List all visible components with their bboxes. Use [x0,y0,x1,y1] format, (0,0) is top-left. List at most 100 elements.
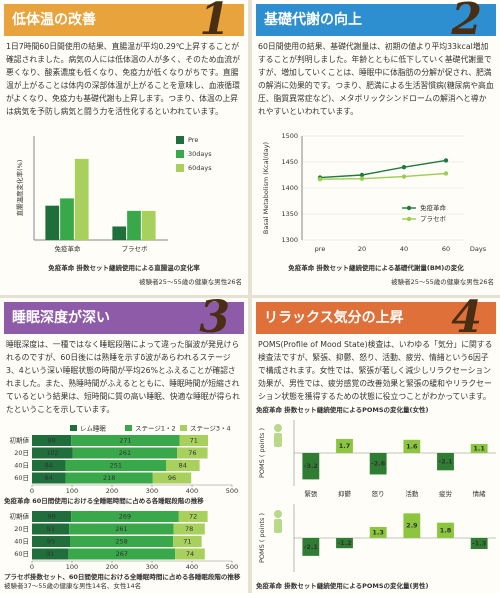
bar [127,210,141,240]
y-tick-label: 初期値 [10,436,30,445]
value-label: 93 [46,525,54,533]
value-label: 251 [110,462,122,470]
x-tick-label: 400 [186,487,198,495]
bar-segment [173,523,205,535]
bar [302,538,320,556]
value-label: 261 [115,525,127,533]
bar-segment [32,472,66,484]
bar-segment [71,511,179,522]
x-tick-label: 0 [30,563,34,571]
bar-segment [32,435,72,446]
value-label: 72 [189,513,197,521]
legend-label: ステージ3・4 [190,425,231,433]
bar-segment [70,536,174,547]
value-label: 269 [119,513,131,521]
chart-note: 被験者25〜55歳の健康な男性26名 [139,277,242,286]
y-tick-label: 1500 [281,132,298,140]
chart-note: 被験者37〜55歳の健康な男性14名、女性14名 [4,581,141,590]
legend-swatch [125,425,132,431]
value-label: -2.1 [438,458,453,466]
panel: 低体温の改善 1 1日7時間60日間使用の結果、直腸温が平均0.29℃上昇するこ… [0,0,248,295]
value-label: 267 [116,550,128,558]
series-line [319,159,447,179]
bar [336,438,353,453]
value-label: 78 [185,525,193,533]
panel: 睡眠深度が深い 3 睡眠深度は、一種ではなく睡眠段階によって違った脳波が発見けら… [0,298,248,593]
x-tick-label: 40 [400,245,408,253]
x-tick-label: 200 [106,563,118,571]
bar-segment [65,472,153,484]
x-tick-label: pre [315,245,326,253]
y-tick-label: 1400 [281,184,298,192]
y-axis-label: 直腸温度変化率(%) [15,160,24,217]
value-label: 258 [115,538,127,546]
x-tick-label: 活動 [405,489,419,498]
panel-body: POMS(Profile of Mood State)検査は、いわゆる「気分」に… [258,340,493,401]
bar-segment [65,460,166,471]
chart-caption: 免疫革命 掛数セット継続使用による基礎代謝量(BM)の変化 [288,263,464,272]
value-label: 2.9 [406,522,418,530]
value-label: 1.1 [473,444,485,452]
chart: レム睡眠 ステージ1・2 ステージ3・4 初期値 98 271 71 20日 102 261 76 4… [4,425,241,591]
x-tick-label: 400 [186,563,198,571]
bar-segment [32,548,69,560]
point [401,165,407,170]
panel-title: 睡眠深度が深い [4,302,244,334]
value-label: -1.2 [337,539,351,547]
value-label: -2.1 [304,543,319,551]
point [359,176,365,181]
y-tick-label: 1350 [281,210,298,218]
legend-label: 60days [188,164,212,172]
x-tick-label: 500 [226,563,238,571]
value-label: 1.6 [406,442,418,450]
value-label: 71 [183,538,191,546]
bar [369,453,387,475]
value-label: 76 [188,449,196,457]
x-tick-label: 免疫革命 [55,244,82,253]
panel-title: リラックス気分の上昇 [256,302,496,334]
bar [45,205,60,240]
y-axis-label: Basal Metabolism (Kcal/day) [262,142,270,234]
bar-segment [32,523,70,535]
x-axis-label: Days [470,245,487,253]
value-label: 261 [119,449,131,457]
point [359,172,365,178]
value-label: 1.3 [372,528,384,536]
value-label: 91 [46,550,54,558]
panel: リラックス気分の上昇 4 POMS(Profile of Mood State)… [252,298,500,593]
legend-label: ステージ1・2 [135,425,176,433]
value-label: 271 [119,437,131,445]
y-tick-label: 20日 [14,449,29,457]
chart-caption: 免疫革命 60日間使用における全睡眠時間に占める各睡眠段階の推移 [4,496,204,505]
series-line [319,172,447,180]
x-tick-label: 抑鬱 [338,489,352,498]
panel: 基礎代謝の向上 2 60日間使用の結果、基礎代謝量は、初期の値より平均33kca… [252,0,500,295]
legend-swatch [406,216,412,222]
x-tick-label: 300 [146,487,158,495]
bar-segment [32,511,72,522]
y-tick-label: 初期値 [10,512,30,521]
panel-body: 1日7時間60日間使用の結果、直腸温が平均0.29℃上昇することが確認されました… [6,42,240,116]
value-label: 84 [45,462,53,470]
y-tick-label: 40日 [14,462,29,470]
x-tick-label: 疲労 [439,489,452,498]
value-label: 71 [190,437,198,445]
value-label: 1.7 [339,442,351,450]
bar [470,443,488,453]
bar [437,522,454,538]
y-tick-label: 20日 [14,525,29,533]
chart: 免疫革命 掛数セット継続使用によるPOMSの変化量(女性) POMS ( poin… [256,405,496,498]
panel-number: 2 [451,0,482,45]
point [401,174,407,179]
panel-body: 睡眠深度は、一種ではなく睡眠段階によって違った脳波が発見けられるのですが、60日… [6,340,240,414]
bar-segment [68,548,176,560]
value-label: -1.3 [472,540,486,548]
y-axis-label: POMS ( points ) [258,513,266,563]
x-tick-label: 100 [66,487,78,495]
x-tick-label: プラセボ [122,245,149,253]
bar [403,513,421,538]
bar-segment [152,472,192,484]
legend-swatch [180,425,187,431]
x-tick-label: 20 [358,245,366,253]
panel-body: 60日間使用の結果、基礎代謝量は、初期の値より平均33kcal増加することが判明… [258,42,494,116]
